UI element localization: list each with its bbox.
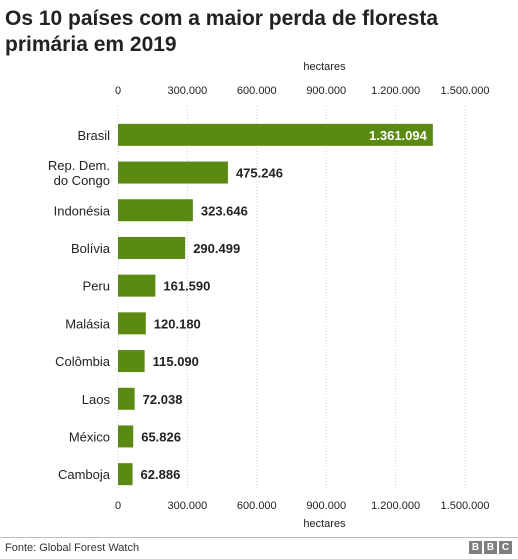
bar (118, 161, 228, 184)
bbc-logo: B B C (469, 541, 512, 554)
value-label: 62.886 (141, 467, 181, 482)
category-label: Laos (82, 392, 111, 407)
bar (118, 350, 145, 373)
x-tick-label-top: 600.000 (237, 85, 277, 97)
bar (118, 236, 186, 259)
source-note: Fonte: Global Forest Watch (5, 542, 140, 554)
bar (118, 123, 433, 146)
category-label: Indonésia (54, 203, 111, 218)
x-tick-label-bottom: 600.000 (237, 500, 277, 512)
x-axis-title-bottom: hectares (303, 518, 346, 530)
bar (118, 274, 156, 297)
value-label: 65.826 (141, 429, 181, 444)
bar (118, 463, 133, 486)
x-tick-label-top: 900.000 (306, 85, 346, 97)
category-label: Malásia (65, 316, 111, 331)
category-label: Brasil (77, 128, 110, 143)
bar-chart: hectares hectares 0 0 300.000 300.000 600.000 6… (48, 61, 490, 530)
category-label: Rep. Dem. (48, 158, 110, 173)
value-label: 1.361.094 (369, 128, 428, 143)
bar (118, 387, 135, 410)
bbc-logo-letter: B (484, 541, 497, 554)
x-tick-label-top: 1.500.000 (441, 85, 490, 97)
bar (118, 312, 146, 335)
value-label: 120.180 (154, 316, 201, 331)
bar (118, 199, 193, 222)
bbc-logo-letter: B (469, 541, 482, 554)
category-label: Colômbia (55, 354, 111, 369)
x-tick-label-bottom: 300.000 (168, 500, 208, 512)
value-label: 290.499 (193, 241, 240, 256)
x-tick-label-bottom: 0 (115, 500, 121, 512)
category-label: Bolívia (71, 241, 111, 256)
category-label: México (69, 429, 110, 444)
value-label: 323.646 (201, 203, 248, 218)
value-label: 115.090 (153, 354, 199, 369)
value-label: 161.590 (163, 279, 210, 294)
x-tick-label-bottom: 900.000 (306, 500, 346, 512)
chart-title: Os 10 países com a maior perda de flores… (5, 7, 439, 56)
value-label: 72.038 (143, 392, 183, 407)
value-label: 475.246 (236, 166, 283, 181)
x-tick-label-top: 300.000 (168, 85, 208, 97)
category-label: Camboja (58, 467, 111, 482)
x-axis-title-top: hectares (303, 61, 346, 73)
x-tick-label-bottom: 1.500.000 (441, 500, 490, 512)
x-tick-label-top: 0 (115, 85, 121, 97)
bar (118, 425, 134, 448)
category-label: do Congo (54, 173, 110, 188)
x-tick-label-top: 1.200.000 (371, 85, 420, 97)
bbc-logo-letter: C (499, 541, 512, 554)
category-label: Peru (83, 279, 110, 294)
x-tick-label-bottom: 1.200.000 (371, 500, 420, 512)
footer-divider (0, 537, 518, 538)
